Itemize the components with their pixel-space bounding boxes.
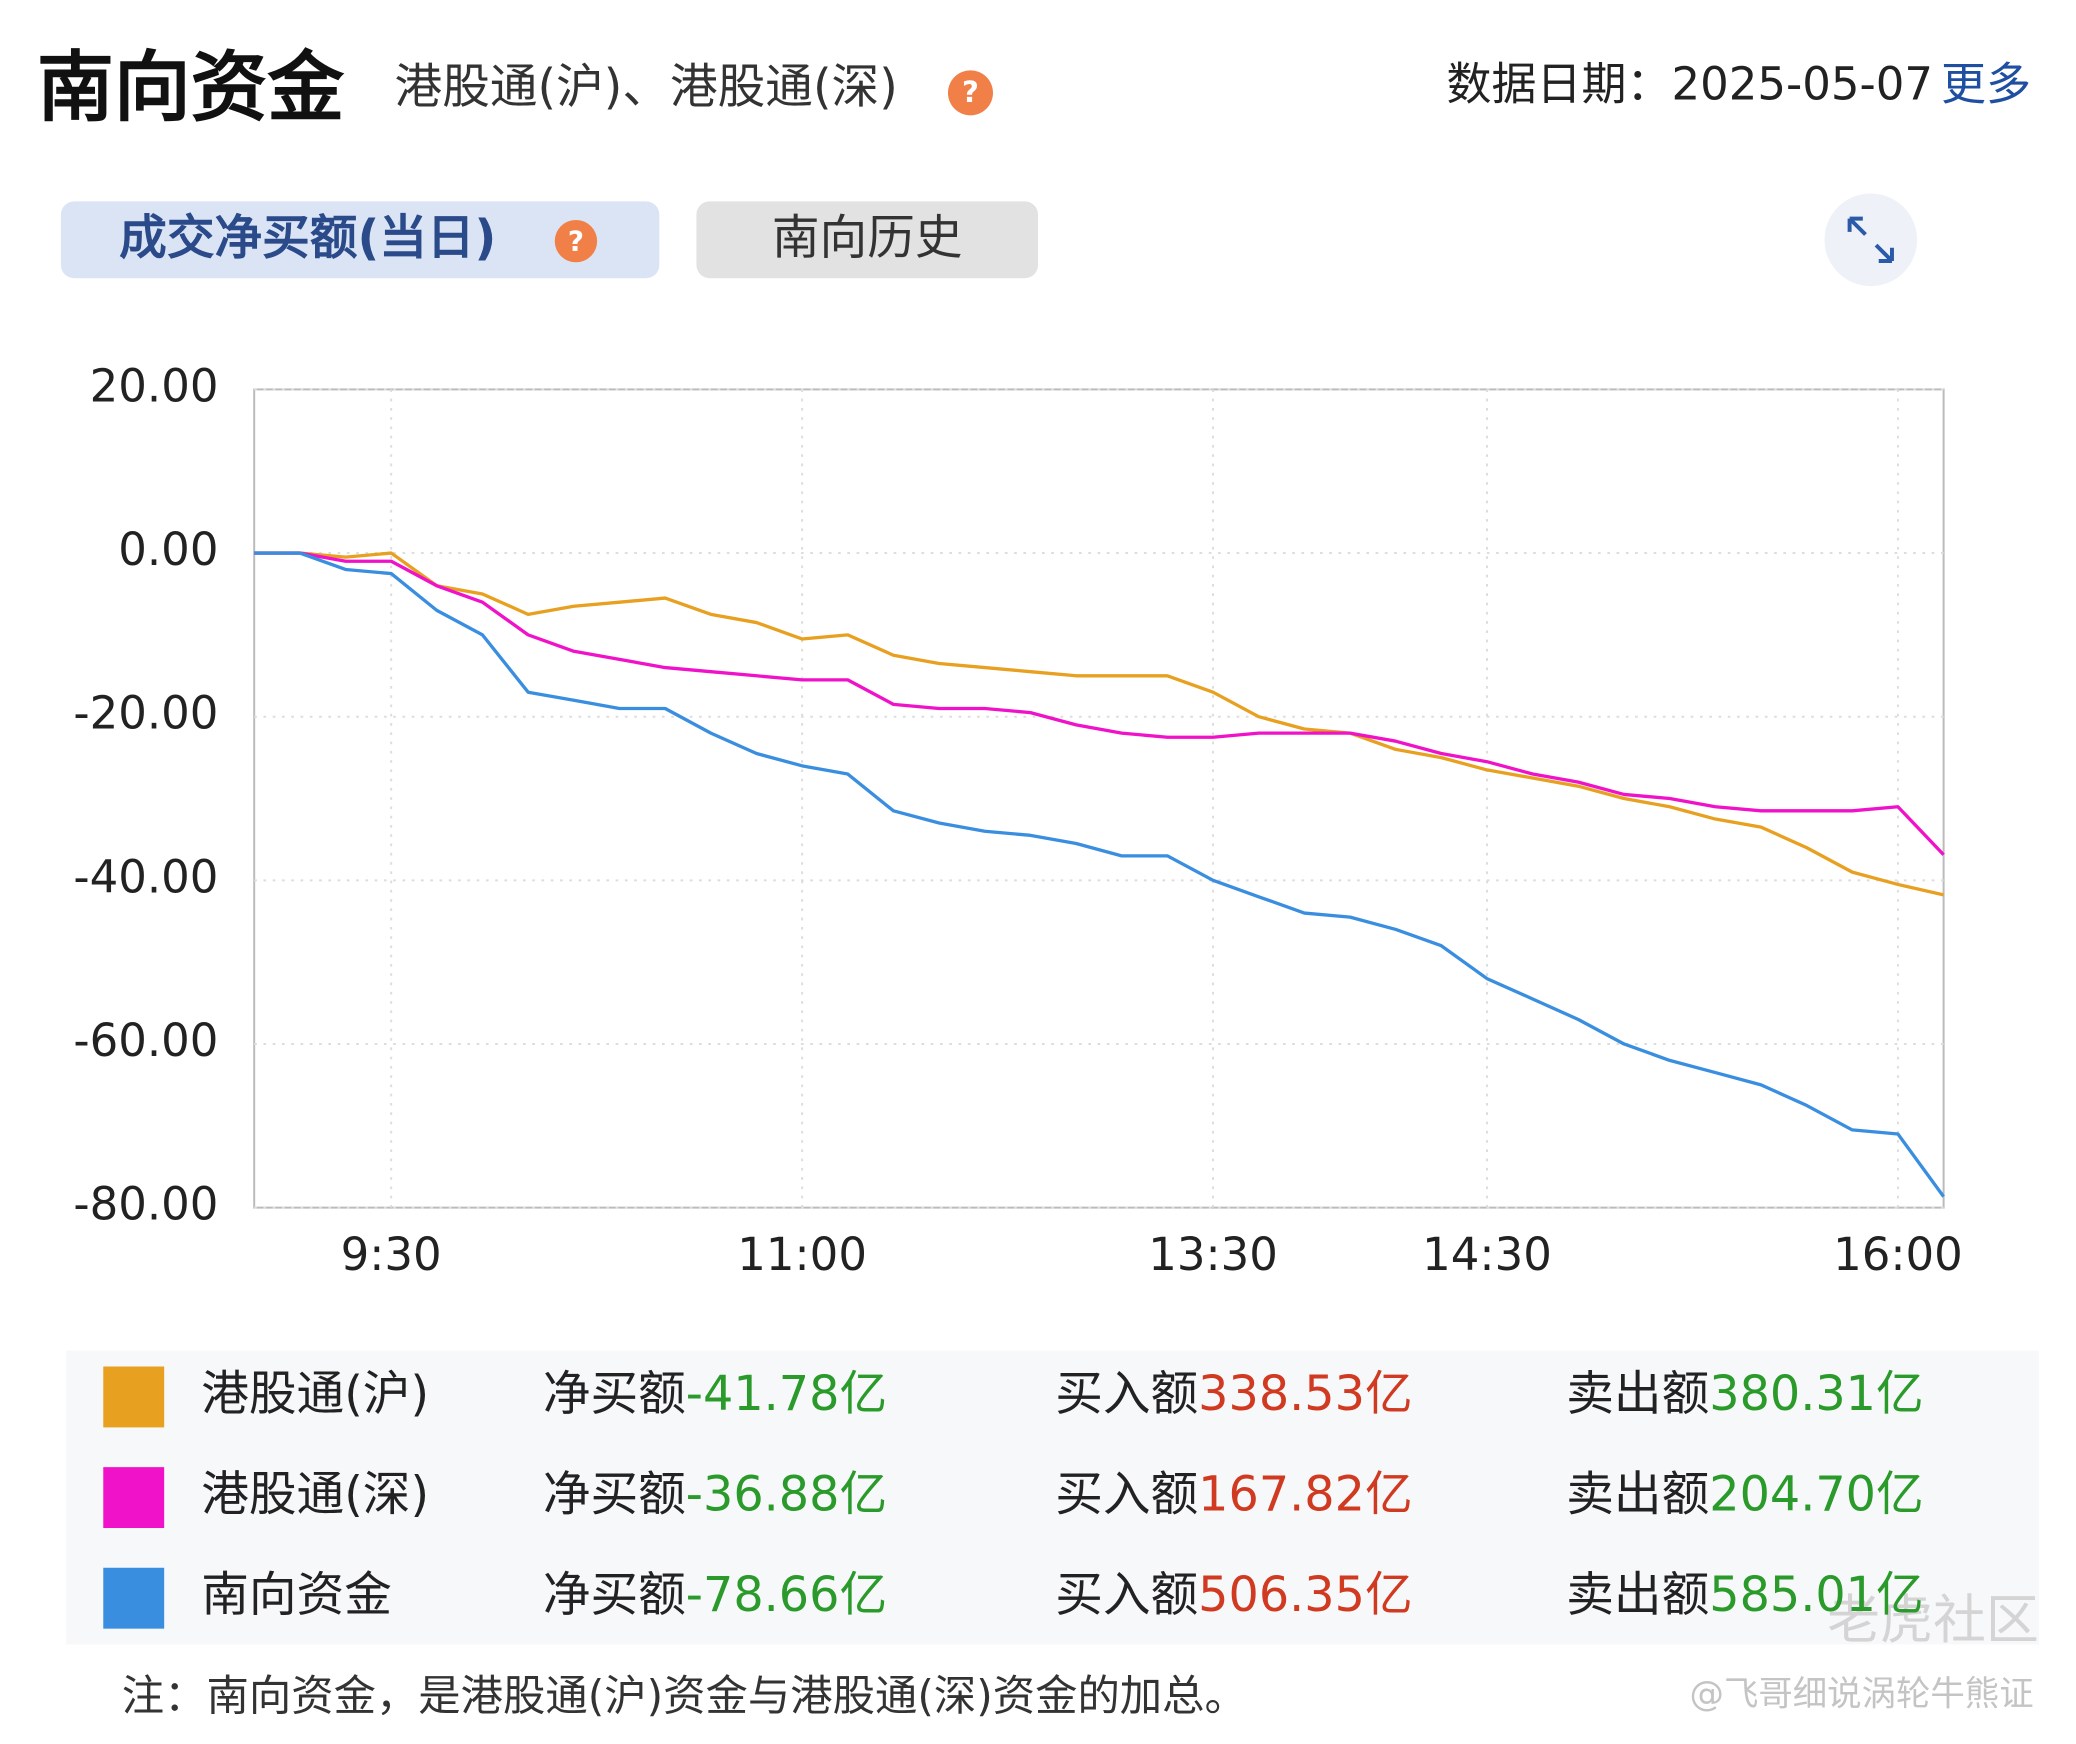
expand-bg [1824,193,1918,287]
summary-label: 净买额 [543,1367,686,1422]
help-circle [554,219,598,263]
tab-active[interactable]: 成交净买额(当日) ? [60,201,660,279]
summary-value: 380.31亿 [1709,1367,1923,1422]
date-label: 数据日期：2025-05-07 [1446,58,1933,111]
y-tick-label: -20.00 [73,687,218,740]
tab-label: 成交净买额(当日) [119,211,496,266]
x-tick-label: 13:30 [1148,1228,1278,1281]
series-line [254,551,1945,1198]
y-tick-label: -60.00 [73,1014,218,1067]
help-mark: ? [568,224,584,257]
x-tick-label: 11:00 [737,1228,867,1281]
legend-swatch [103,1366,165,1428]
y-tick-label: 20.00 [90,359,219,412]
x-tick-label: 16:00 [1833,1228,1963,1281]
summary-value: 204.70亿 [1709,1468,1923,1523]
summary-label: 卖出额 [1566,1568,1709,1623]
summary-value: -78.66亿 [686,1568,887,1623]
summary-value: 167.82亿 [1198,1468,1412,1523]
legend-label: 南向资金 [201,1568,392,1623]
series-line [254,551,1945,856]
legend-swatch [103,1467,165,1529]
tab-label: 南向历史 [772,211,963,266]
tab-bg [696,201,1038,279]
x-tick-label: 14:30 [1422,1228,1552,1281]
watermark: 老虎社区 [1827,1590,2039,1651]
subtitle: 港股通(沪)、港股通(深) [395,60,898,115]
legend-swatch [103,1567,165,1629]
summary-value: -41.78亿 [686,1367,887,1422]
y-tick-label: -40.00 [73,850,218,903]
help-circle [947,70,993,116]
title: 南向资金 [37,44,344,133]
y-tick-label: 0.00 [118,523,218,576]
summary-value: 585.01亿 [1709,1568,1923,1623]
expand-button[interactable] [1824,193,1918,287]
more-link[interactable]: 更多 [1941,58,2031,111]
summary-label: 卖出额 [1566,1468,1709,1523]
watermark-user: @飞哥细说涡轮牛熊证 [1690,1675,2034,1715]
summary-value: -36.88亿 [686,1468,887,1523]
tab[interactable]: 南向历史 [696,201,1038,279]
help-mark: ? [962,75,979,109]
legend-label: 港股通(深) [201,1468,429,1523]
expand-icon [1847,216,1894,263]
legend-label: 港股通(沪) [201,1367,429,1422]
summary-label: 净买额 [543,1468,686,1523]
summary-label: 买入额 [1055,1468,1198,1523]
note: 注：南向资金，是港股通(沪)资金与港股通(深)资金的加总。 [122,1671,1247,1720]
summary-label: 净买额 [543,1568,686,1623]
help-icon[interactable]: ? [947,70,993,116]
plot-area [253,388,1945,1209]
summary-bg [66,1350,2039,1645]
summary-value: 506.35亿 [1198,1568,1412,1623]
summary-label: 买入额 [1055,1367,1198,1422]
summary-value: 338.53亿 [1198,1367,1412,1422]
summary-label: 买入额 [1055,1568,1198,1623]
y-tick-label: -80.00 [73,1178,218,1231]
series-line [254,551,1944,897]
summary-label: 卖出额 [1566,1367,1709,1422]
tab-bg [60,201,660,279]
x-tick-label: 9:30 [341,1228,442,1281]
